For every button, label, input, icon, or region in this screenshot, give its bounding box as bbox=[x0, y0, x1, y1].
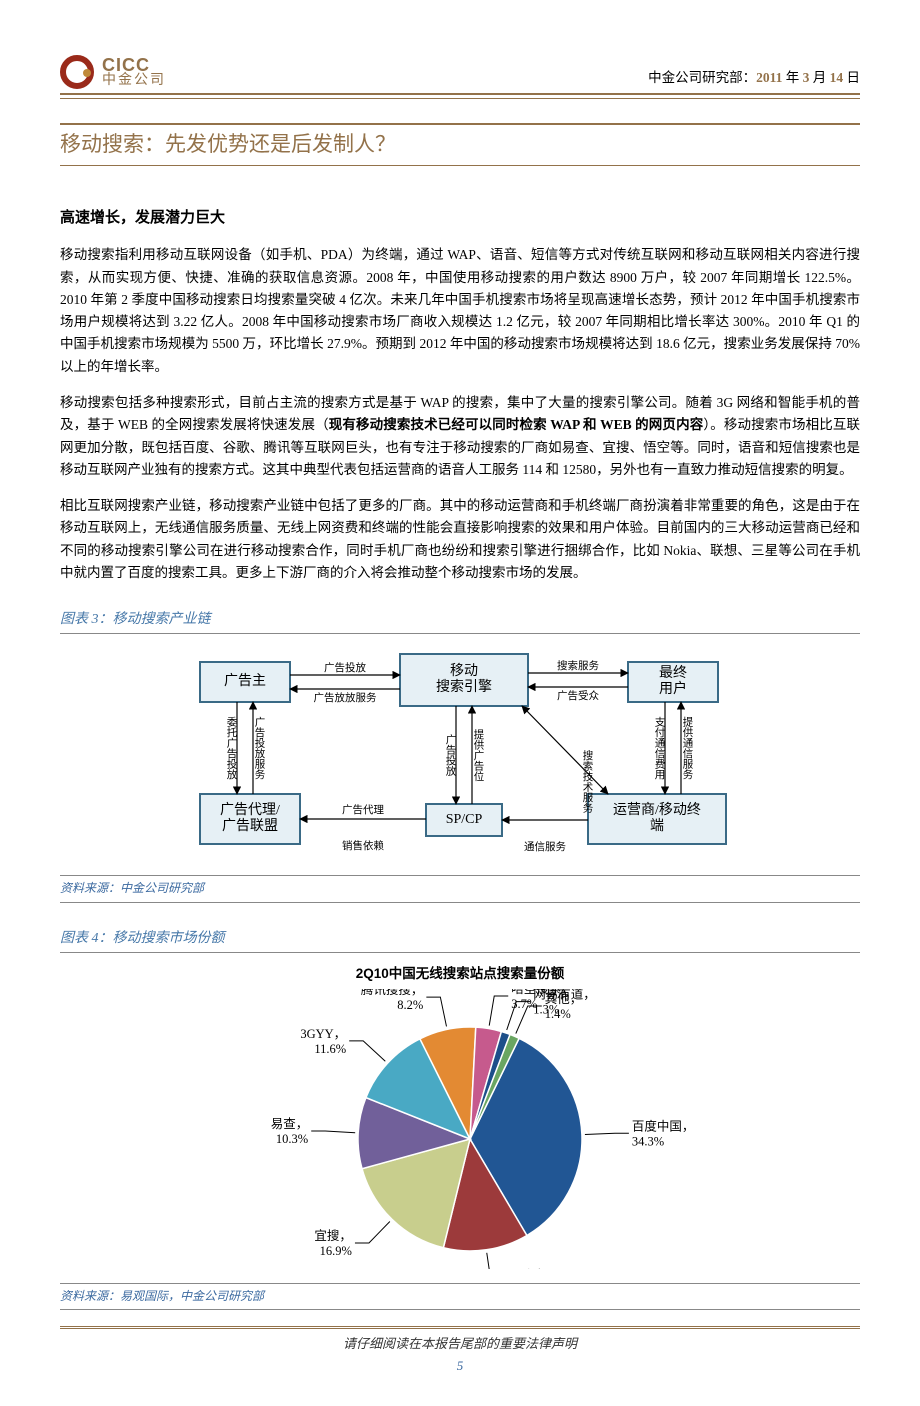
svg-text:SP/CP: SP/CP bbox=[446, 812, 483, 827]
pie-chart: 百度中国，34.3%谷歌中国，12.3%宜搜，16.9%易查，10.3%3GYY… bbox=[180, 989, 740, 1269]
paragraph-3: 相比互联网搜索产业链，移动搜索产业链中包括了更多的厂商。其中的移动运营商和手机终… bbox=[60, 495, 860, 584]
page-header: CICC 中金公司 中金公司研究部：2011 年 3 月 14 日 bbox=[60, 55, 860, 95]
svg-text:提供广告位: 提供广告位 bbox=[473, 729, 484, 782]
svg-text:搜索服务: 搜索服务 bbox=[557, 659, 599, 672]
svg-text:广告投放服务: 广告投放服务 bbox=[254, 717, 265, 781]
pie-label: 百度中国， bbox=[632, 1119, 695, 1134]
page-footer: 请仔细阅读在本报告尾部的重要法律声明 5 bbox=[60, 1326, 860, 1376]
edge: 广告投放 提供广告位 bbox=[445, 706, 484, 804]
header-prefix: 中金公司研究部： bbox=[648, 70, 756, 85]
cicc-logo-icon bbox=[60, 55, 94, 89]
pie-pct: 11.6% bbox=[314, 1042, 346, 1056]
svg-text:通信服务: 通信服务 bbox=[524, 840, 566, 853]
svg-text:搜索技术服务: 搜索技术服务 bbox=[582, 749, 593, 814]
svg-text:广告代理: 广告代理 bbox=[342, 803, 384, 816]
fig3-caption: 图表 3：移动搜索产业链 bbox=[60, 606, 860, 634]
date-day: 14 bbox=[830, 70, 844, 85]
svg-text:委托广告投放: 委托广告投放 bbox=[226, 716, 237, 781]
header-date: 中金公司研究部：2011 年 3 月 14 日 bbox=[648, 67, 860, 89]
edge: 委托广告投放 广告投放服务 bbox=[226, 702, 265, 794]
logo: CICC 中金公司 bbox=[60, 55, 166, 89]
paragraph-2: 移动搜索包括多种搜索形式，目前占主流的搜索方式是基于 WAP 的搜索，集中了大量… bbox=[60, 392, 860, 481]
pie-title: 2Q10中国无线搜索站点搜索量份额 bbox=[180, 963, 740, 985]
edge: 支付通信费用 提供通信服务 bbox=[654, 702, 693, 794]
disclaimer: 请仔细阅读在本报告尾部的重要法律声明 bbox=[60, 1333, 860, 1354]
pie-pct: 1.4% bbox=[545, 1007, 571, 1021]
pie-pct: 16.9% bbox=[320, 1244, 352, 1258]
svg-text:广告联盟: 广告联盟 bbox=[222, 818, 278, 834]
pie-label: 易查， bbox=[271, 1117, 309, 1131]
svg-text:广告受众: 广告受众 bbox=[557, 689, 599, 702]
svg-text:广告代理/: 广告代理/ bbox=[220, 802, 280, 818]
edge: 广告投放广告放放服务 bbox=[290, 661, 400, 704]
emphasis: 现有移动搜索技术已经可以同时检索 WAP 和 WEB 的网页内容 bbox=[329, 417, 704, 432]
flowchart: 广告主移动搜索引擎最终用户广告代理/广告联盟SP/CP运营商/移动终端广告投放广… bbox=[180, 644, 740, 869]
fig3-body: 广告主移动搜索引擎最终用户广告代理/广告联盟SP/CP运营商/移动终端广告投放广… bbox=[60, 634, 860, 875]
node-agency: 广告代理/广告联盟 bbox=[200, 794, 300, 844]
node-operator: 运营商/移动终端 bbox=[588, 794, 726, 844]
svg-text:运营商/移动终: 运营商/移动终 bbox=[613, 802, 701, 818]
page-number: 5 bbox=[60, 1355, 860, 1376]
node-spcp: SP/CP bbox=[426, 804, 502, 836]
pie-pct: 34.3% bbox=[632, 1135, 664, 1149]
edge: 搜索服务广告受众 bbox=[528, 659, 628, 702]
pie-label: 谷歌中国， bbox=[508, 1268, 571, 1270]
node-engine: 移动搜索引擎 bbox=[400, 654, 528, 706]
logo-cn: 中金公司 bbox=[102, 74, 166, 88]
svg-text:移动: 移动 bbox=[450, 663, 478, 679]
pie-pct: 8.2% bbox=[397, 998, 423, 1012]
node-advertiser: 广告主 bbox=[200, 662, 290, 702]
fig4-body: 2Q10中国无线搜索站点搜索量份额 百度中国，34.3%谷歌中国，12.3%宜搜… bbox=[60, 953, 860, 1283]
svg-text:端: 端 bbox=[650, 818, 664, 834]
svg-text:提供通信服务: 提供通信服务 bbox=[682, 717, 693, 781]
svg-text:销售依赖: 销售依赖 bbox=[342, 839, 384, 852]
pie-pct: 10.3% bbox=[276, 1132, 308, 1146]
pie-label: 3GYY， bbox=[300, 1027, 346, 1041]
logo-en: CICC bbox=[102, 56, 166, 74]
svg-text:广告放放服务: 广告放放服务 bbox=[314, 691, 377, 704]
svg-text:广告投放: 广告投放 bbox=[324, 661, 366, 674]
fig4-source: 资料来源：易观国际，中金公司研究部 bbox=[60, 1283, 860, 1311]
title-band: 移动搜索：先发优势还是后发制人？ bbox=[60, 123, 860, 166]
svg-text:最终: 最终 bbox=[659, 665, 687, 681]
edge: 通信服务 bbox=[502, 820, 588, 853]
svg-text:搜索引擎: 搜索引擎 bbox=[436, 678, 492, 695]
paragraph-1: 移动搜索指利用移动互联网设备（如手机、PDA）为终端，通过 WAP、语音、短信等… bbox=[60, 244, 860, 378]
svg-text:广告投放: 广告投放 bbox=[445, 734, 456, 777]
page-title: 移动搜索：先发优势还是后发制人？ bbox=[60, 127, 860, 162]
section-heading: 高速增长，发展潜力巨大 bbox=[60, 206, 860, 231]
fig3-source: 资料来源：中金公司研究部 bbox=[60, 875, 860, 903]
date-year: 2011 bbox=[756, 70, 782, 85]
svg-text:用户: 用户 bbox=[659, 680, 687, 697]
svg-text:支付通信费用: 支付通信费用 bbox=[654, 717, 665, 781]
fig4-caption: 图表 4：移动搜索市场份额 bbox=[60, 925, 860, 953]
svg-text:广告主: 广告主 bbox=[224, 673, 266, 689]
pie-label: 腾讯搜搜， bbox=[361, 989, 424, 997]
edge: 广告代理销售依赖 bbox=[300, 803, 426, 852]
pie-label: 其他， bbox=[545, 992, 583, 1006]
node-enduser: 最终用户 bbox=[628, 662, 718, 702]
pie-label: 宜搜， bbox=[314, 1228, 352, 1243]
